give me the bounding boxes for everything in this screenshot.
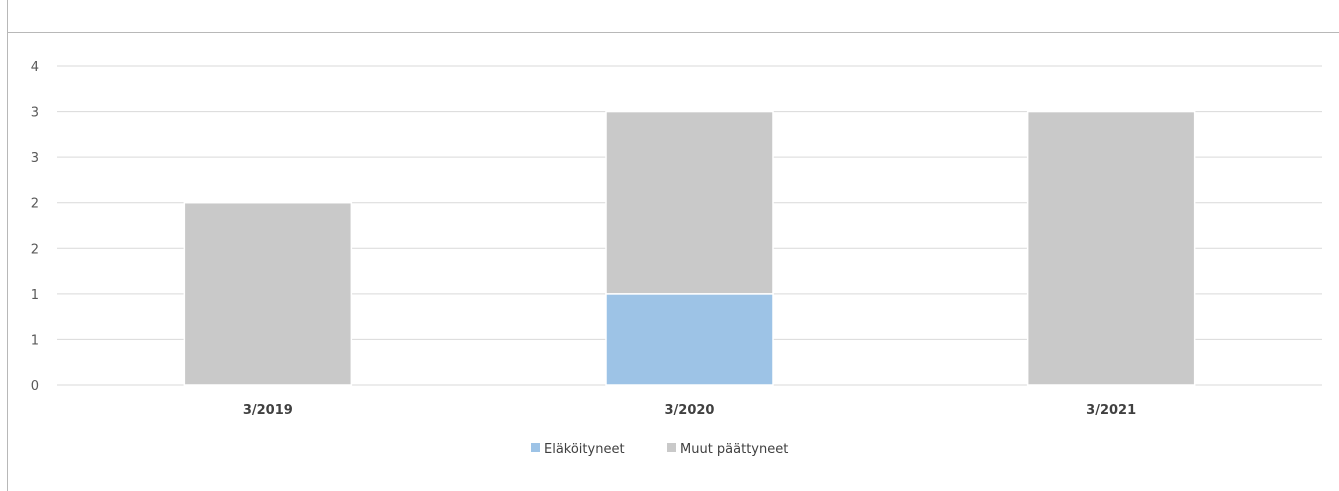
bar-3-2021-series-1: [1026, 110, 1196, 386]
y-tick-label: 3: [31, 106, 39, 121]
legend-swatch-1: [667, 443, 676, 452]
x-category-label: 3/2019: [243, 403, 293, 418]
legend-swatch-0: [531, 443, 540, 452]
legend-label-1: Muut päättyneet: [680, 442, 788, 457]
bar-3-2020-series-0: [605, 293, 774, 386]
y-tick-label: 3: [31, 151, 39, 166]
x-axis-labels: 3/2019 3/2020 3/2021: [243, 403, 1136, 418]
y-tick-label: 1: [31, 288, 39, 303]
bars: [183, 110, 1196, 386]
legend-label-0: Eläköityneet: [544, 442, 625, 457]
x-category-label: 3/2020: [665, 403, 715, 418]
frame-left-border: [7, 0, 8, 491]
legend: Eläköityneet Muut päättyneet: [531, 442, 788, 457]
y-axis-ticks: 0 1 1 2 2 3 3 4: [31, 60, 39, 394]
bar-3-2019-series-1: [183, 201, 353, 386]
bar-3-2020-series-1: [605, 110, 774, 295]
y-tick-label: 4: [31, 60, 39, 75]
y-tick-label: 2: [31, 242, 39, 257]
y-tick-label: 0: [31, 379, 39, 394]
frame-top-border: [7, 32, 1339, 33]
x-category-label: 3/2021: [1086, 403, 1136, 418]
y-tick-label: 1: [31, 333, 39, 348]
y-tick-label: 2: [31, 197, 39, 212]
